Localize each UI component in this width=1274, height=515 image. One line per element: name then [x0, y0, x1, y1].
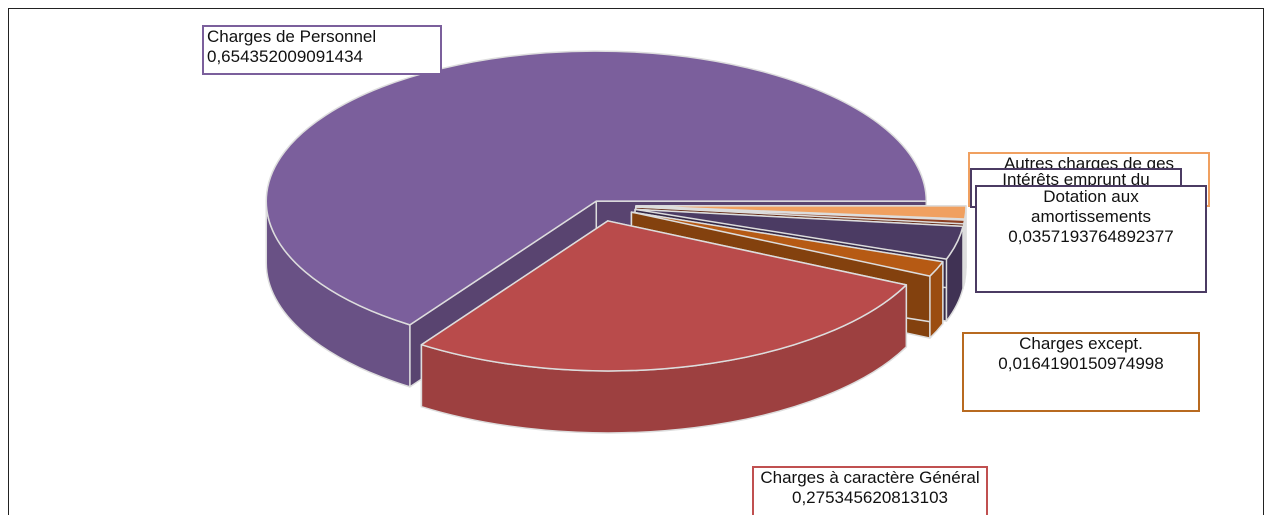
label-value: 0,275345620813103: [792, 488, 948, 507]
pie-slice: [420, 220, 908, 434]
slice-top: [630, 211, 944, 277]
label-name: Charges except.: [1019, 334, 1143, 353]
data-label: Charges à caractère Général 0,27534562081…: [752, 466, 988, 515]
slice-top: [634, 208, 964, 260]
label-value: 0,0164190150974998: [998, 354, 1164, 373]
slice-wall: [962, 219, 966, 287]
slice-top: [635, 206, 966, 225]
label-name: Charges de Personnel: [207, 27, 377, 46]
chart-frame: [8, 8, 1264, 515]
data-label: Charges except. 0,0164190150974998: [962, 332, 1200, 412]
data-label: Dotation aux amortissements 0,03571937648…: [975, 185, 1207, 293]
data-label: Charges de Personnel 0,654352009091434: [202, 25, 442, 75]
label-value: 0,0357193764892377: [1008, 227, 1174, 246]
slice-top: [265, 50, 928, 326]
slice-top: [420, 220, 908, 372]
label-name: Charges à caractère Général: [760, 468, 980, 487]
label-name: Intérêts emprunt du: [1002, 170, 1150, 189]
label-value: 0,654352009091434: [207, 47, 363, 66]
label-name: Dotation aux amortissements: [1031, 187, 1151, 226]
slice-top: [635, 205, 967, 220]
